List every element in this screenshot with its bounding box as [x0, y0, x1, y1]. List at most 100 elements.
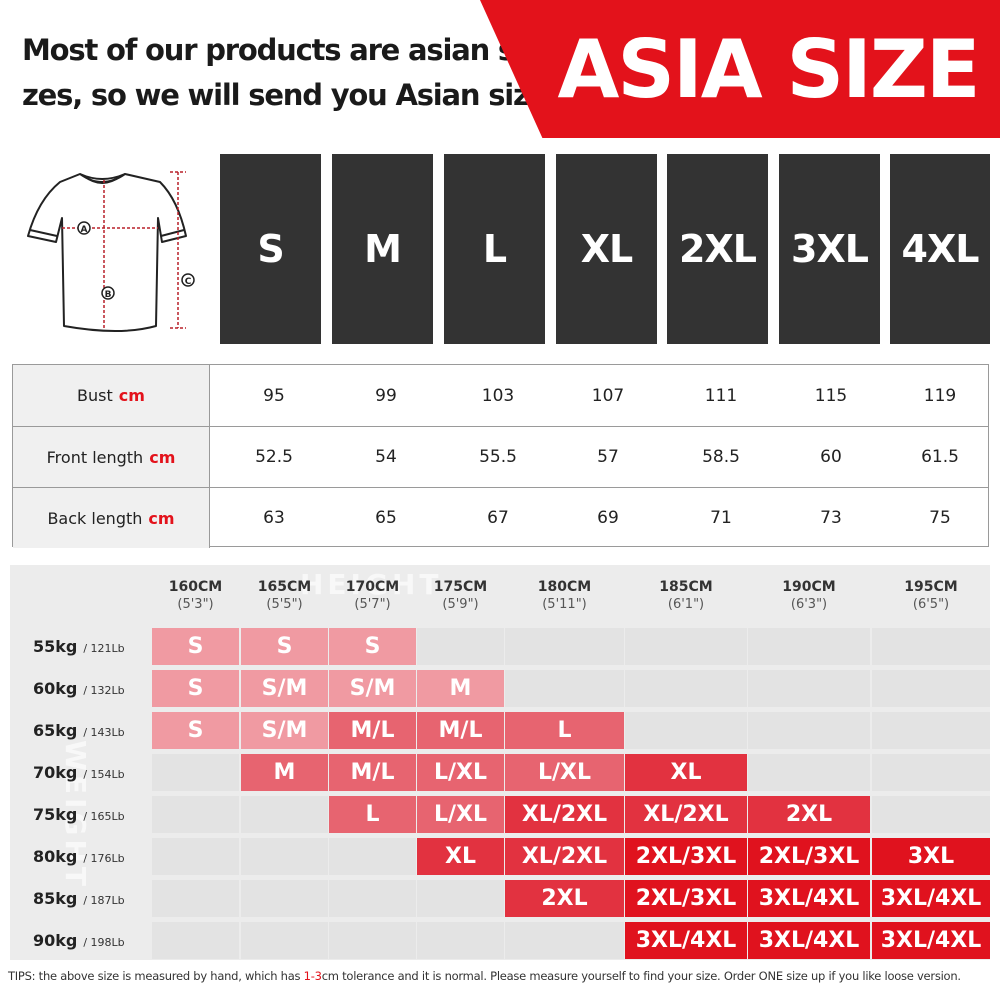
- fit-cell: L/XL: [417, 754, 504, 791]
- measurement-label-text: Front length: [46, 447, 144, 467]
- weight-lb: / 121Lb: [83, 642, 125, 655]
- height-ft: (5'5"): [266, 597, 303, 612]
- height-header: 195CM (6'5"): [872, 578, 990, 614]
- fit-cell-empty: [625, 670, 747, 707]
- height-ft: (5'9"): [442, 597, 479, 612]
- measurement-unit: cm: [118, 386, 145, 405]
- measurement-value: 73: [820, 508, 842, 528]
- fit-cell: S: [241, 628, 328, 665]
- weight-kg: 55kg: [33, 637, 78, 656]
- fit-cell: 3XL: [872, 838, 990, 875]
- fit-cell: S/M: [241, 712, 328, 749]
- height-ft: (6'5"): [912, 597, 950, 612]
- fit-cell: M: [417, 670, 504, 707]
- tips-tolerance: 1-3: [303, 969, 322, 983]
- fit-cell: M/L: [417, 712, 504, 749]
- measurement-value: 71: [710, 508, 732, 528]
- measurement-label: Front length cm: [13, 427, 210, 487]
- fit-cell-empty: [872, 712, 990, 749]
- marker-c: C: [181, 273, 195, 287]
- fit-cell-empty: [625, 712, 747, 749]
- fit-cell: S: [152, 628, 239, 665]
- weight-label: 85kg / 187Lb: [33, 889, 148, 909]
- fit-cell-empty: [872, 754, 990, 791]
- fit-cell-empty: [872, 670, 990, 707]
- height-cm: 160CM: [168, 579, 223, 595]
- weight-label: 75kg / 165Lb: [33, 805, 148, 825]
- measurement-label: Back length cm: [13, 488, 210, 548]
- marker-a-label: A: [81, 225, 88, 235]
- measurement-value: 103: [481, 385, 515, 406]
- fit-cell: 3XL/4XL: [872, 880, 990, 917]
- size-box-xl: XL: [556, 154, 657, 344]
- height-ft: (6'1"): [667, 597, 705, 612]
- fit-cell: XL/2XL: [625, 796, 747, 833]
- measurement-row-front-length: Front length cm 52.5 54 55.5 57 58.5 60 6…: [13, 426, 988, 487]
- weight-kg: 80kg: [33, 847, 78, 866]
- size-box-2xl: 2XL: [667, 154, 768, 344]
- weight-lb: / 165Lb: [83, 810, 125, 823]
- weight-lb: / 198Lb: [83, 936, 125, 949]
- measurement-value: 52.5: [255, 447, 293, 467]
- fit-cell: 3XL/4XL: [748, 922, 870, 959]
- measurement-value: 60: [820, 447, 842, 467]
- weight-lb: / 187Lb: [83, 894, 125, 907]
- fit-cell: XL: [625, 754, 747, 791]
- fit-cell-empty: [872, 628, 990, 665]
- fit-cell-empty: [152, 796, 239, 833]
- fit-cell-empty: [748, 754, 870, 791]
- height-header: 185CM (6'1"): [625, 578, 747, 614]
- fit-cell-empty: [505, 628, 624, 665]
- fit-cell: L: [505, 712, 624, 749]
- fit-cell-empty: [329, 838, 416, 875]
- measurement-value: 65: [375, 508, 397, 528]
- measurement-value: 55.5: [479, 447, 517, 467]
- fit-cell-empty: [748, 628, 870, 665]
- fit-cell: 2XL/3XL: [625, 880, 747, 917]
- fit-cell: L/XL: [505, 754, 624, 791]
- marker-a: A: [77, 221, 91, 235]
- marker-c-label: C: [185, 277, 192, 287]
- fit-cell-empty: [329, 922, 416, 959]
- fit-cell: M/L: [329, 754, 416, 791]
- header-line-1: Most of our products are asian si-: [22, 33, 535, 67]
- fit-cell-empty: [417, 922, 504, 959]
- measurement-label-text: Back length: [47, 508, 143, 528]
- weight-lb: / 176Lb: [83, 852, 125, 865]
- fit-cell-empty: [872, 796, 990, 833]
- fit-cell-empty: [241, 922, 328, 959]
- fit-cell: XL/2XL: [505, 838, 624, 875]
- fit-cell-empty: [241, 796, 328, 833]
- height-ft: (5'3"): [177, 597, 214, 612]
- size-box-l: L: [444, 154, 545, 344]
- weight-label: 60kg / 132Lb: [33, 679, 148, 699]
- height-header: 180CM (5'11"): [505, 578, 624, 614]
- tips-prefix: TIPS: the above size is measured by hand…: [8, 969, 304, 983]
- fit-cell: S: [152, 712, 239, 749]
- header-line-2: zes, so we will send you Asian sizes: [22, 78, 564, 112]
- measurement-value: 57: [597, 447, 619, 467]
- measurement-value: 75: [929, 508, 951, 528]
- fit-cell: 2XL: [748, 796, 870, 833]
- size-box-4xl: 4XL: [890, 154, 990, 344]
- height-header: 170CM (5'7"): [329, 578, 416, 614]
- measurement-value: 99: [375, 385, 397, 406]
- fit-cell: S: [329, 628, 416, 665]
- tips-note: TIPS: the above size is measured by hand…: [8, 969, 998, 983]
- height-header: 160CM (5'3"): [152, 578, 239, 614]
- fit-cell: L/XL: [417, 796, 504, 833]
- fit-cell: XL/2XL: [505, 796, 624, 833]
- height-ft: (6'3"): [790, 597, 828, 612]
- height-watermark: HEIGHT: [300, 568, 443, 601]
- measurement-value: 107: [591, 385, 625, 406]
- height-ft: (5'7"): [354, 597, 391, 612]
- measurement-row-back-length: Back length cm 63 65 67 69 71 73 75: [13, 487, 988, 548]
- size-box-m: M: [332, 154, 433, 344]
- height-cm: 195CM: [904, 579, 958, 595]
- asia-size-title: ASIA SIZE: [557, 23, 980, 116]
- weight-lb: / 132Lb: [83, 684, 125, 697]
- measurement-table: Bust cm 95 99 103 107 111 115 119 Front l…: [12, 364, 989, 548]
- fit-cell: S/M: [241, 670, 328, 707]
- weight-kg: 90kg: [33, 931, 78, 950]
- fit-cell-empty: [241, 880, 328, 917]
